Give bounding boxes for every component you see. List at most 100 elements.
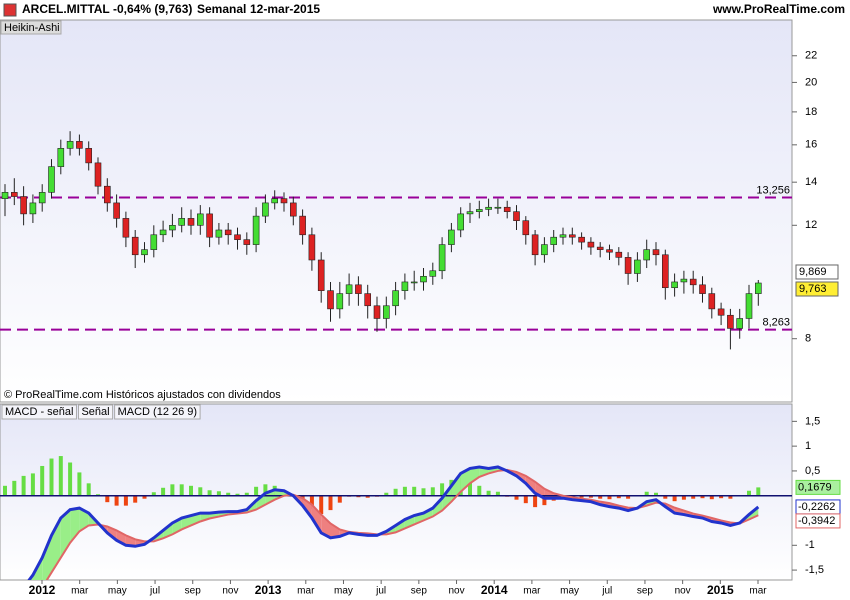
candle-body — [578, 236, 585, 243]
histogram-bar — [700, 495, 705, 499]
histogram-bar — [12, 480, 17, 496]
candle-body — [550, 236, 558, 245]
x-tick-label: 2014 — [481, 583, 508, 597]
candle-body — [66, 141, 74, 149]
candle-body — [643, 249, 651, 261]
candle-body — [308, 234, 316, 261]
y-tick-label: 1,5 — [805, 415, 820, 427]
histogram-bar — [523, 495, 528, 504]
candle-body — [336, 293, 344, 310]
x-tick-label: mar — [749, 586, 767, 597]
histogram-bar — [86, 483, 91, 496]
histogram-bar — [198, 487, 203, 496]
candle-body — [624, 257, 632, 274]
candle-body — [596, 246, 604, 250]
legend-entry: MACD - señal — [5, 406, 73, 418]
candle-body — [11, 192, 18, 197]
x-tick-label: jul — [601, 586, 612, 597]
candle-body — [448, 229, 455, 245]
candle-body — [438, 244, 446, 272]
macd-fill — [125, 535, 136, 547]
histogram-bar — [412, 486, 417, 496]
histogram-bar — [3, 485, 7, 496]
x-tick-label: nov — [448, 586, 464, 597]
x-tick-label: mar — [523, 586, 541, 597]
y-tick-label: 0,5 — [805, 465, 820, 477]
histogram-bar — [495, 491, 500, 496]
histogram-bar — [421, 488, 426, 496]
candle-body — [289, 202, 297, 217]
histogram-bar — [477, 485, 482, 496]
candle-body — [104, 185, 111, 204]
candle-body — [587, 241, 595, 248]
histogram-bar — [728, 495, 733, 499]
candle-body — [122, 218, 130, 238]
histogram-bar — [337, 495, 342, 503]
macd-fill — [470, 466, 480, 484]
candle-body — [206, 213, 213, 238]
macd-line — [27, 465, 760, 580]
candle-body — [513, 211, 520, 221]
histogram-bar — [123, 495, 128, 506]
candle-body — [224, 229, 232, 236]
value-box-label: -0,2262 — [798, 501, 835, 513]
histogram-bar — [114, 495, 119, 506]
candle-body — [252, 215, 260, 245]
level-label: 13,256 — [756, 184, 790, 196]
histogram-bar — [542, 495, 547, 506]
histogram-bar — [235, 493, 240, 496]
y-tick-label: 14 — [805, 176, 817, 188]
histogram-bar — [663, 495, 668, 499]
histogram-bar — [644, 491, 649, 496]
candle-body — [615, 251, 623, 258]
macd-fill — [42, 535, 52, 580]
candle-body — [559, 234, 567, 238]
histogram-bar — [68, 462, 73, 496]
change: -0,64% (9,763) — [113, 2, 192, 16]
histogram-bar — [328, 495, 333, 511]
candle-body — [57, 148, 65, 167]
histogram-bar — [672, 495, 677, 502]
histogram-bar — [365, 495, 370, 498]
y-tick-label: 18 — [805, 106, 817, 118]
histogram-bar — [514, 495, 519, 500]
candle-body — [317, 259, 325, 291]
macd-fill — [79, 508, 89, 532]
price-box — [795, 264, 839, 280]
legend-entry: MACD (12 26 9) — [118, 406, 197, 418]
histogram-bar — [402, 486, 407, 496]
macd-plot — [0, 456, 792, 580]
histogram-bar — [49, 458, 54, 496]
candle-body — [634, 259, 641, 274]
histogram-bar — [244, 492, 249, 496]
candle-body — [382, 305, 390, 319]
candle-body — [671, 281, 678, 289]
x-tick-label: 2015 — [707, 583, 734, 597]
histogram-bar — [691, 495, 696, 499]
candle-body — [689, 278, 697, 286]
histogram-bar — [226, 492, 231, 496]
candle-body — [494, 206, 502, 209]
x-tick-label: 2012 — [29, 583, 56, 597]
icon — [3, 3, 17, 17]
histogram-bar — [30, 473, 35, 496]
histogram-bar — [161, 487, 166, 496]
x-tick-label: 2013 — [255, 583, 282, 597]
legend-entry: Señal — [81, 406, 109, 418]
macd-fill — [311, 504, 322, 533]
candle-body — [48, 166, 55, 193]
period: Semanal — [197, 2, 246, 16]
candle-body — [85, 148, 92, 164]
x-tick-label: may — [560, 586, 579, 597]
histogram-bar — [151, 492, 156, 496]
level-label: 8,263 — [762, 317, 790, 329]
y-tick-label: 1 — [805, 440, 811, 452]
price-plot — [0, 131, 792, 350]
histogram-bar — [747, 490, 751, 496]
y-tick-label: 8 — [805, 333, 811, 345]
candle-body — [661, 254, 669, 289]
y-tick-label: 12 — [805, 219, 817, 231]
x-tick-label: jul — [375, 586, 386, 597]
candle-body — [708, 293, 716, 310]
